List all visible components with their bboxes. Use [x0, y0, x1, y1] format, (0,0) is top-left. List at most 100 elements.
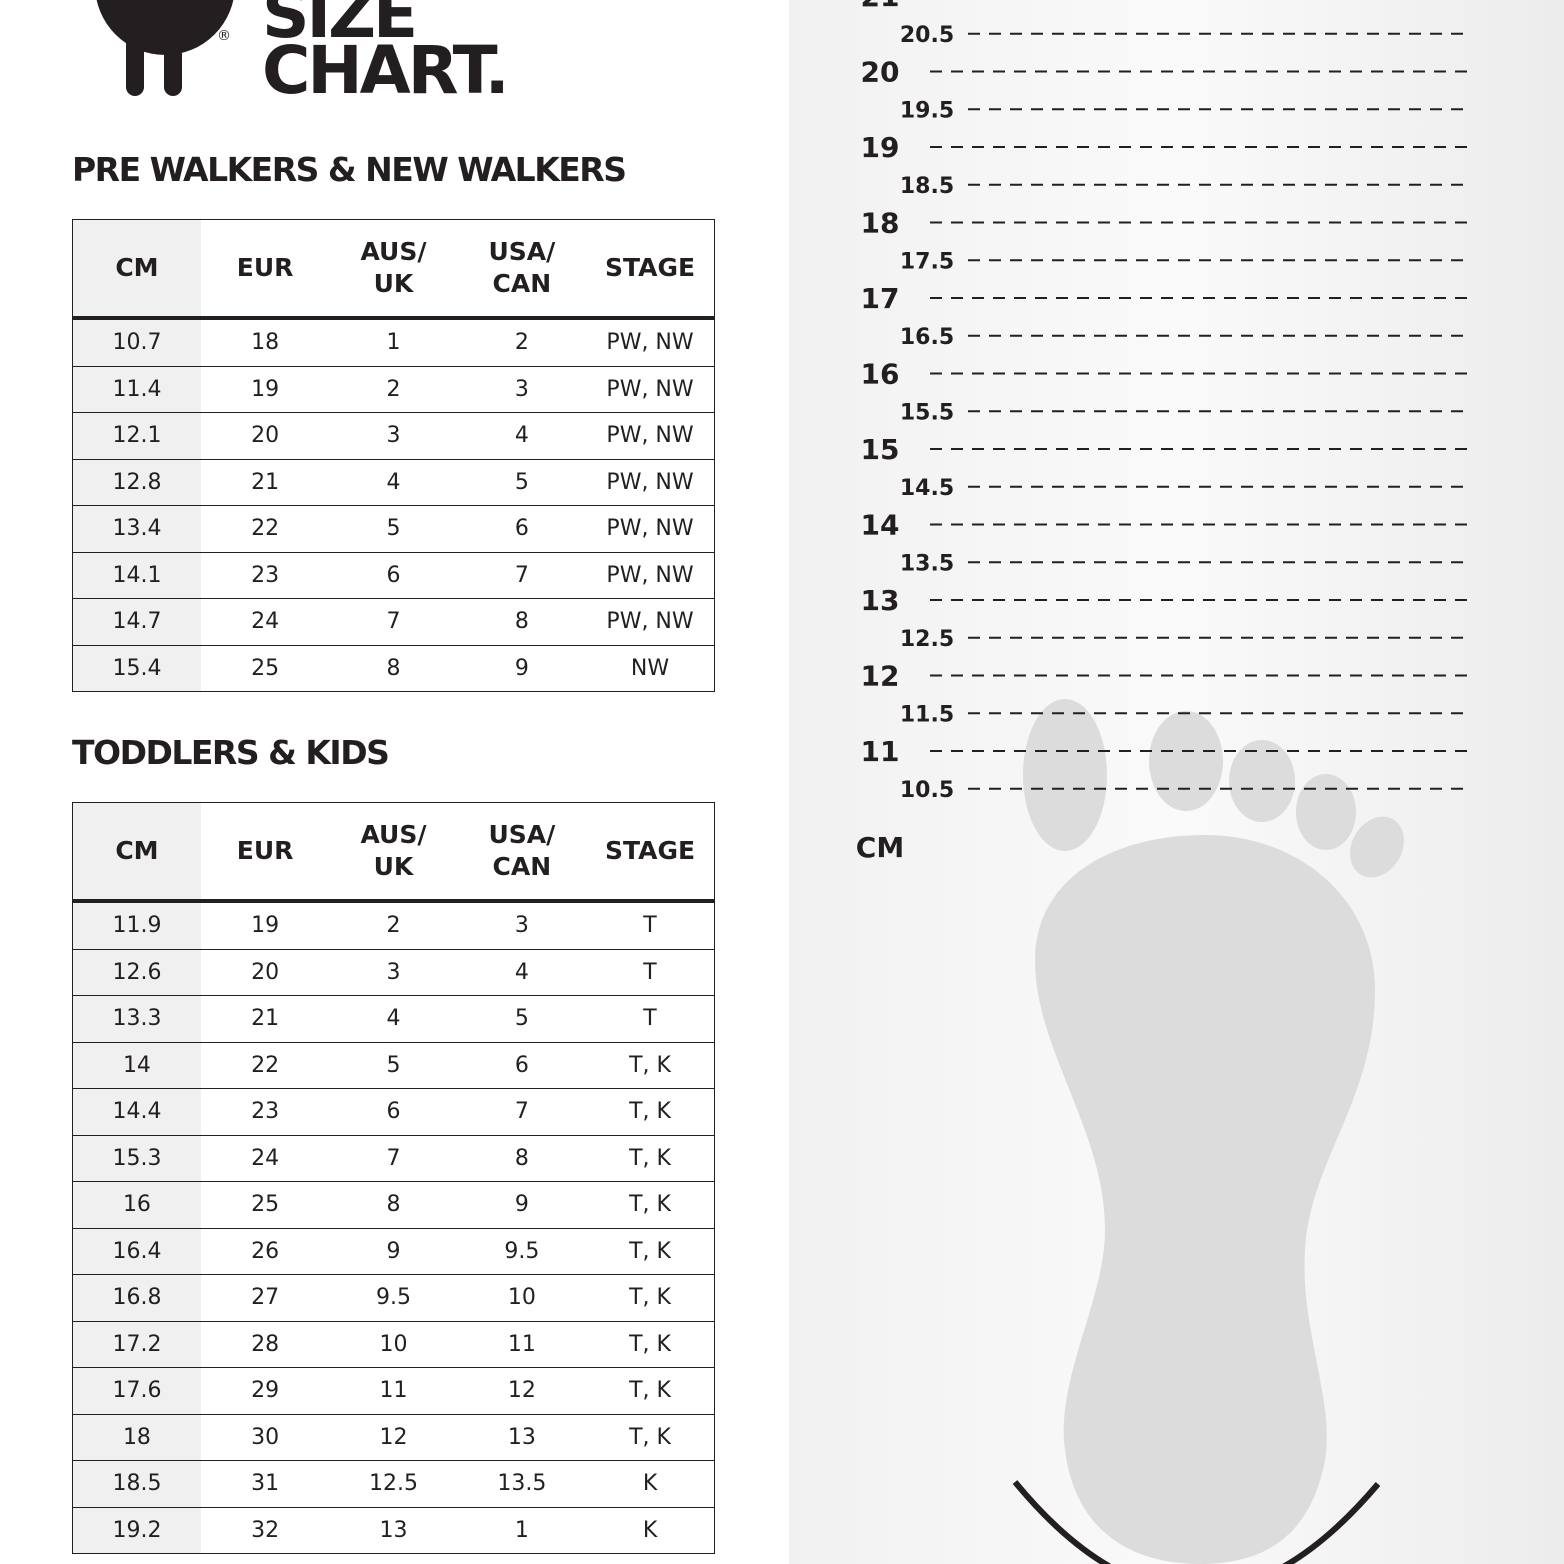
table-cell: 2: [457, 317, 587, 366]
ruler-label: 18.5: [900, 174, 954, 199]
table-cell: K: [586, 1506, 715, 1554]
section-title: PRE WALKERS & NEW WALKERS: [72, 150, 627, 189]
table-cell: 1: [329, 317, 458, 366]
table-cell: 32: [200, 1506, 330, 1554]
table-cell: 7: [329, 598, 458, 645]
table-cell: 6: [329, 551, 458, 599]
registered-mark: ®: [217, 28, 231, 44]
table-row: 10.7 18 1 2 PW, NW: [72, 317, 715, 366]
table-row: 11.4 19 2 3 PW, NW: [72, 365, 715, 413]
ruler-label: 16: [861, 358, 900, 391]
table-cell: 3: [329, 948, 458, 996]
table-cell: 12.6: [72, 948, 201, 996]
column-header-text: EUR: [236, 253, 294, 282]
table-cell: 5: [329, 1041, 458, 1089]
table-cell: 24: [200, 1134, 330, 1182]
table-row: 14.7 24 7 8 PW, NW: [72, 598, 715, 645]
ruler-label: 17.5: [900, 249, 954, 274]
table-cell: 19.2: [72, 1506, 201, 1554]
table-row: 12.1 20 3 4 PW, NW: [72, 412, 715, 459]
table-cell: 11: [329, 1367, 458, 1414]
table-row: 16.4 26 9 9.5 T, K: [72, 1227, 715, 1275]
table-cell: 17.6: [72, 1367, 201, 1414]
table-cell: T: [586, 900, 715, 949]
table-cell: 8: [329, 1181, 458, 1228]
table-cell: 9.5: [329, 1274, 458, 1321]
table-cell: 12.1: [72, 412, 201, 459]
table-cell: PW, NW: [586, 317, 715, 366]
table-cell: T, K: [586, 1367, 715, 1414]
table-cell: T, K: [586, 1134, 715, 1182]
table-cell: 10: [457, 1274, 587, 1321]
table-row: 17.2 28 10 11 T, K: [72, 1320, 715, 1368]
ruler: 2120.52019.51918.51817.51716.51615.51514…: [861, 0, 1470, 803]
table-cell: 5: [329, 505, 458, 552]
column-header-text: CM: [115, 836, 159, 865]
table-cell: 13.5: [457, 1460, 587, 1507]
table-cell: 16.8: [72, 1274, 201, 1321]
table-cell: T, K: [586, 1413, 715, 1461]
table-cell: NW: [586, 644, 715, 692]
table-cell: T, K: [586, 1041, 715, 1089]
heel-arc: [1012, 1480, 1381, 1564]
size-table: CM EUR AUS/ UK USA/ CAN STAGE 10.7 18 1 2 PW, NW 1…: [72, 219, 715, 692]
table-cell: 4: [329, 995, 458, 1042]
ruler-unit: CM: [856, 831, 904, 864]
table-row: 13.4 22 5 6 PW, NW: [72, 505, 715, 552]
logo: [96, 0, 234, 96]
column-header: USA/ CAN: [457, 219, 587, 320]
table-cell: 16: [72, 1181, 201, 1228]
ruler-label: 20: [861, 56, 900, 89]
ruler-label: 15: [861, 433, 900, 466]
table-cell: 6: [329, 1088, 458, 1135]
table-cell: T, K: [586, 1088, 715, 1135]
table-cell: 19: [200, 365, 330, 413]
table-cell: T: [586, 995, 715, 1042]
table-cell: 3: [457, 365, 587, 413]
table-cell: 16.4: [72, 1227, 201, 1275]
table-cell: 8: [457, 598, 587, 645]
table-cell: 9.5: [457, 1227, 587, 1275]
table-cell: PW, NW: [586, 412, 715, 459]
table-cell: 5: [457, 458, 587, 506]
table-cell: 9: [329, 1227, 458, 1275]
table-cell: 10.7: [72, 317, 201, 366]
column-header: USA/ CAN: [457, 802, 587, 903]
table-cell: 6: [457, 1041, 587, 1089]
table-cell: 25: [200, 1181, 330, 1228]
table-cell: 11.4: [72, 365, 201, 413]
table-cell: 2: [329, 900, 458, 949]
table-row: 14 22 5 6 T, K: [72, 1041, 715, 1089]
table-cell: 1: [457, 1506, 587, 1554]
table-row: 11.9 19 2 3 T: [72, 900, 715, 949]
ruler-label: 11.5: [900, 702, 954, 727]
table-row: 15.4 25 8 9 NW: [72, 644, 715, 692]
column-header-text: EUR: [236, 836, 294, 865]
ruler-label: 12.5: [900, 627, 954, 652]
table-cell: 13.3: [72, 995, 201, 1042]
ruler-label: 15.5: [900, 400, 954, 425]
table-row: 18.5 31 12.5 13.5 K: [72, 1460, 715, 1507]
table-cell: 9: [457, 644, 587, 692]
table-cell: 14: [72, 1041, 201, 1089]
table-cell: 23: [200, 1088, 330, 1135]
table-row: 15.3 24 7 8 T, K: [72, 1134, 715, 1182]
table-cell: T, K: [586, 1274, 715, 1321]
table-cell: 7: [457, 1088, 587, 1135]
table-cell: 13: [329, 1506, 458, 1554]
ruler-label: 12: [861, 660, 900, 693]
table-row: 16 25 8 9 T, K: [72, 1181, 715, 1228]
table-row: 19.2 32 13 1 K: [72, 1506, 715, 1554]
column-header-text: AUS/ UK: [360, 237, 427, 298]
table-cell: 15.3: [72, 1134, 201, 1182]
table-row: 13.3 21 4 5 T: [72, 995, 715, 1042]
column-header: AUS/ UK: [329, 219, 458, 320]
ruler-label: 20.5: [900, 23, 954, 48]
table-cell: PW, NW: [586, 458, 715, 506]
table-cell: 13: [457, 1413, 587, 1461]
column-header-text: CM: [115, 253, 159, 282]
table-cell: 14.4: [72, 1088, 201, 1135]
table-cell: 21: [200, 458, 330, 506]
table-row: 17.6 29 11 12 T, K: [72, 1367, 715, 1414]
